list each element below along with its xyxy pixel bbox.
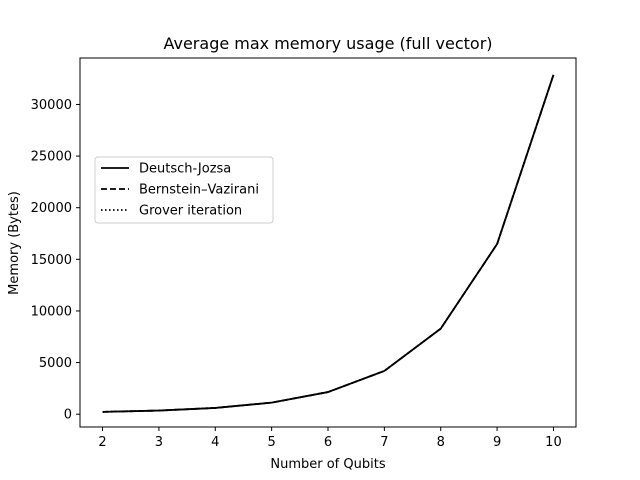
x-tick-label-4: 6 [324,435,332,450]
y-tick-label-4: 20000 [31,201,72,216]
legend-label-2: Grover iteration [139,204,242,219]
series-line-2 [102,74,555,413]
x-tick-label-7: 9 [493,435,501,450]
plot-area: 2 3 4 5 6 7 8 9 10 0 5000 10000 15000 20000 25000 30000 [31,57,577,450]
x-tick-label-1: 3 [155,435,163,450]
y-tick-label-0: 0 [64,408,72,423]
legend: Deutsch-Jozsa Bernstein–Vazirani Grover it… [94,156,274,224]
y-tick-label-1: 5000 [39,356,72,371]
x-tick-label-3: 5 [267,435,275,450]
x-axis-label: Number of Qubits [270,457,385,472]
y-tick-label-5: 25000 [31,150,72,165]
x-tick-label-5: 7 [380,435,388,450]
y-tick-label-6: 30000 [31,98,72,113]
y-tick-label-2: 10000 [31,304,72,319]
legend-label-1: Bernstein–Vazirani [139,183,259,198]
y-axis-label: Memory (Bytes) [7,191,22,295]
x-tick-label-6: 8 [437,435,445,450]
chart-title: Average max memory usage (full vector) [163,34,492,53]
x-tick-label-2: 4 [211,435,219,450]
x-tick-label-0: 2 [98,435,106,450]
y-tick-label-3: 15000 [31,253,72,268]
x-tick-label-8: 10 [545,435,562,450]
legend-box [94,156,274,224]
legend-label-0: Deutsch-Jozsa [139,162,231,177]
